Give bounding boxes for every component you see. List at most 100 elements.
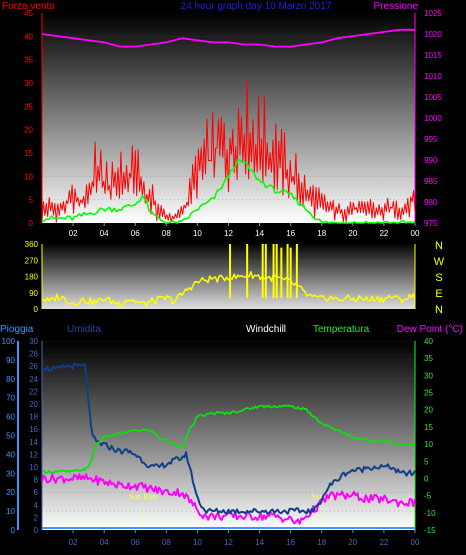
wind-time-tick-label: 18	[317, 229, 326, 238]
wind-axis-tick-label: 5	[29, 196, 34, 205]
humidity-tick-label: 0	[34, 526, 39, 535]
pressure-line	[41, 28, 415, 48]
compass-letter-s: S	[435, 272, 442, 284]
temperature-time-tick-label: 16	[286, 538, 295, 547]
chart-title: 24 hour graph day 10 Marzo 2017	[181, 1, 332, 12]
direction-tick-label: 360	[25, 240, 39, 249]
temperature-tick-label: 5	[424, 457, 429, 466]
wind-speed-line	[41, 78, 416, 223]
temperature-time-tick-label: 10	[193, 538, 202, 547]
rain-tick-label: 100	[2, 337, 16, 346]
rain-tick-label: 70	[6, 394, 15, 403]
wind-direction-panel: 0 90 180 270 360 N W S E N	[25, 240, 445, 316]
pressure-axis-tick-label: 980	[424, 198, 438, 207]
wind-axis-tick-label: 25	[24, 102, 33, 111]
direction-line	[41, 270, 416, 307]
temperature-time-tick-label: 22	[379, 538, 388, 547]
wind-axis-tick-label: 0	[29, 219, 34, 228]
direction-tick-label: 90	[29, 289, 38, 298]
humidity-tick-label: 24	[29, 375, 38, 384]
humidity-tick-label: 22	[29, 387, 38, 396]
rain-tick-label: 60	[6, 413, 15, 422]
pressure-axis-tick-label: 975	[424, 219, 438, 228]
temperature-tick-label: 0	[424, 474, 429, 483]
rain-tick-label: 30	[6, 469, 15, 478]
pressure-axis-tick-label: 1005	[424, 93, 442, 102]
wind-time-tick-label: 16	[286, 229, 295, 238]
temperature-tick-label: 30	[424, 371, 433, 380]
pressure-axis-tick-label: 1015	[424, 51, 442, 60]
humidity-tick-label: 20	[29, 400, 38, 409]
temperature-time-tick-label: 20	[348, 538, 357, 547]
temperature-tick-label: -5	[424, 492, 432, 501]
temperature-tick-label: -10	[424, 509, 436, 518]
temperature-axis: -15 -10 -5 0 5 10 15 20 25 30 35 40	[414, 337, 436, 535]
pressure-axis-tick-label: 990	[424, 156, 438, 165]
compass-letter-e: E	[435, 288, 442, 300]
temperature-series	[41, 362, 416, 529]
wind-axis-tick-label: 30	[24, 79, 33, 88]
humidity-tick-label: 28	[29, 350, 38, 359]
compass-letter-n-bottom: N	[435, 304, 443, 316]
humidity-tick-label: 2	[34, 513, 39, 522]
pressure-axis-title: Pressione	[374, 1, 419, 12]
wind-time-tick-label: 12	[224, 229, 233, 238]
wind-time-tick-label: 06	[131, 229, 140, 238]
direction-tick-label: 270	[25, 256, 39, 265]
humidity-tick-label: 30	[29, 337, 38, 346]
temperature-time-tick-label: 02	[69, 538, 78, 547]
rain-tick-label: 20	[6, 488, 15, 497]
temperature-tick-label: 10	[424, 440, 433, 449]
humidity-tick-label: 4	[34, 501, 39, 510]
temperature-legend: Temperatura	[313, 324, 370, 335]
dewpoint-line	[41, 473, 416, 525]
pressure-axis-tick-label: 1025	[424, 9, 442, 18]
rain-tick-label: 0	[11, 526, 16, 535]
wind-time-tick-label: 20	[348, 229, 357, 238]
pressure-axis-tick-label: 1000	[424, 114, 442, 123]
rain-tick-label: 10	[6, 507, 15, 516]
pressure-axis-tick-label: 995	[424, 135, 438, 144]
temperature-line	[41, 404, 416, 474]
temperature-tick-label: 20	[424, 406, 433, 415]
direction-tick-label: 180	[25, 273, 39, 282]
temperature-tick-label: -15	[424, 526, 436, 535]
rain-axis-title: Pioggia	[0, 324, 34, 335]
rain-tick-label: 50	[6, 432, 15, 441]
rain-axis: 0 10 20 30 40 50 60 70 80 90 100	[2, 337, 19, 535]
wind-axis-tick-label: 15	[24, 149, 33, 158]
wind-axis-tick-label: 35	[24, 56, 33, 65]
humidity-axis-title: Umidita	[67, 324, 101, 335]
wind-axis-title: Forza vento	[2, 1, 55, 12]
humidity-line	[41, 362, 416, 515]
wind-time-tick-label: 04	[100, 229, 109, 238]
temperature-tick-label: 40	[424, 337, 433, 346]
wind-axis-tick-label: 10	[24, 172, 33, 181]
wind-axis-tick-label: 45	[24, 9, 33, 18]
temperature-plot-area	[42, 341, 415, 530]
temperature-time-axis: 02 04 06 08 10 12 14 16 18 20 22 00	[69, 530, 420, 547]
rain-tick-label: 90	[6, 356, 15, 365]
wind-left-axis: 0 5 10 15 20 25 30 35 40 45	[24, 9, 43, 228]
humidity-tick-label: 8	[34, 476, 39, 485]
wind-gust-line	[41, 158, 416, 224]
dewpoint-legend: Dew Point (°C)	[397, 324, 463, 335]
temperature-time-tick-label: 04	[100, 538, 109, 547]
humidity-tick-label: 14	[29, 438, 38, 447]
temperature-time-tick-label: 18	[317, 538, 326, 547]
wind-time-axis: 02 04 06 08 10 12 14 16 18 20 22 00	[69, 223, 420, 238]
direction-tick-label: 0	[34, 305, 39, 314]
humidity-tick-label: 10	[29, 463, 38, 472]
pressure-axis-tick-label: 1010	[424, 72, 442, 81]
rain-tick-label: 80	[6, 375, 15, 384]
compass-letter-n-top: N	[435, 240, 443, 252]
wind-time-tick-label: 10	[193, 229, 202, 238]
wind-time-tick-label: 02	[69, 229, 78, 238]
humidity-tick-label: 26	[29, 362, 38, 371]
temperature-tick-label: 25	[424, 389, 433, 398]
humidity-tick-label: 18	[29, 413, 38, 422]
